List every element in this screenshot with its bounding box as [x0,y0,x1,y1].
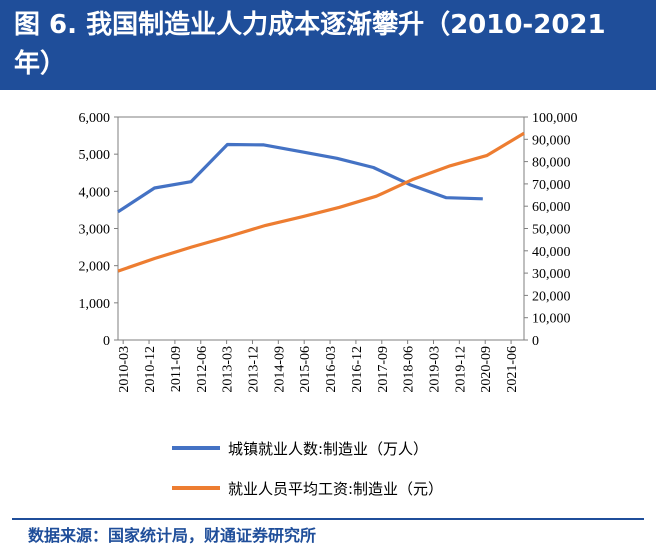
x-tick-label: 2019-03 [427,346,442,393]
x-tick-label: 2012-06 [195,346,210,393]
y-left-tick-label: 5,000 [79,148,111,163]
x-tick-label: 2010-03 [117,346,132,393]
y-left-tick-label: 6,000 [79,111,111,126]
y-right-tick-label: 60,000 [532,200,571,215]
series-line-employment [117,142,483,214]
x-tick-label: 2013-03 [221,346,236,393]
y-left-tick-label: 4,000 [79,185,111,200]
y-right-tick-label: 20,000 [532,289,571,304]
legend-label: 城镇就业人数:制造业（万人） [228,440,428,458]
plot-frame [117,116,525,341]
x-tick-label: 2016-12 [350,346,365,393]
y-right-tick-label: 100,000 [532,111,578,126]
y-left-ticks: 0 1,000 2,000 3,000 4,000 5,000 6,000 [79,111,118,349]
legend: 城镇就业人数:制造业（万人） 就业人员平均工资:制造业（元） [172,440,443,498]
x-tick-label: 2010-12 [143,346,158,393]
x-ticks: 2010-03 2010-12 2011-09 2012-06 2013-03 2013-… [117,340,520,393]
y-right-tick-label: 90,000 [532,133,571,148]
series-layer [117,131,525,273]
y-left-tick-label: 1,000 [79,297,111,312]
x-tick-label: 2016-03 [324,346,339,393]
x-tick-label: 2018-06 [402,346,417,393]
x-tick-label: 2015-06 [298,346,313,393]
source-divider [12,518,644,520]
y-right-ticks: 0 10,000 20,000 30,000 40,000 50,000 60,000 70,… [524,111,578,349]
y-left-tick-label: 0 [103,334,110,349]
header-bar: 图 6. 我国制造业人力成本逐渐攀升（2010-2021 年） [0,0,656,90]
y-left-tick-label: 3,000 [79,223,111,238]
y-right-tick-label: 40,000 [532,245,571,260]
legend-label: 就业人员平均工资:制造业（元） [228,480,443,498]
y-right-tick-label: 10,000 [532,312,571,327]
x-tick-label: 2021-06 [505,346,520,393]
chart: 0 1,000 2,000 3,000 4,000 5,000 6,000 0 10,000 2… [79,111,578,498]
x-tick-label: 2011-09 [169,346,184,392]
x-tick-label: 2019-12 [453,346,468,393]
series-line-wage [117,131,525,273]
x-tick-label: 2020-09 [479,346,494,393]
y-left-tick-label: 2,000 [79,260,111,275]
y-right-tick-label: 80,000 [532,156,571,171]
source-note: 数据来源：国家统计局，财通证券研究所 [28,526,317,545]
plot-area [117,116,525,341]
x-tick-label: 2017-09 [376,346,391,393]
x-tick-label: 2013-12 [246,346,261,393]
page-title: 图 6. 我国制造业人力成本逐渐攀升（2010-2021 年） [14,10,606,79]
y-right-tick-label: 50,000 [532,223,571,238]
y-right-tick-label: 30,000 [532,267,571,282]
y-right-tick-label: 70,000 [532,178,571,193]
y-right-tick-label: 0 [532,334,539,349]
x-tick-label: 2014-09 [272,346,287,393]
